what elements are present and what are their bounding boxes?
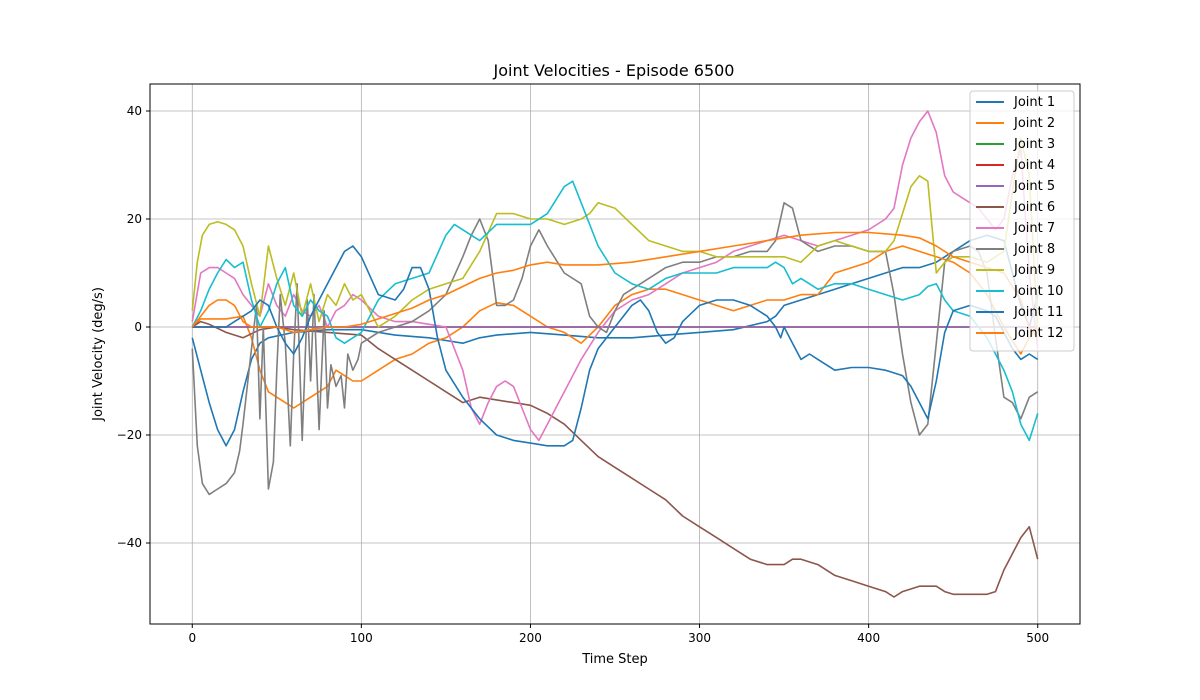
x-axis-label: Time Step [581, 652, 648, 667]
series-line-joint-6 [191, 320, 1039, 598]
y-tick-label: 20 [127, 212, 142, 226]
y-axis-label: Joint Velocity (deg/s) [91, 287, 106, 422]
legend-label: Joint 5 [1013, 179, 1055, 194]
legend-label: Joint 12 [1013, 326, 1063, 341]
legend-label: Joint 4 [1013, 158, 1055, 173]
legend-label: Joint 9 [1013, 263, 1055, 278]
y-tick-label: −40 [117, 536, 142, 550]
legend: Joint 1 Joint 2 Joint 3 Joint 4 Joint 5 Joint… [969, 90, 1075, 352]
series-line-joint-12 [191, 231, 1039, 339]
legend-label: Joint 7 [1013, 221, 1055, 236]
series-line-joint-9 [191, 137, 1039, 333]
chart-title: Joint Velocities - Episode 6500 [493, 61, 735, 80]
x-tick-label: 0 [188, 631, 196, 645]
legend-label: Joint 6 [1013, 200, 1055, 215]
series-lines [191, 110, 1039, 598]
y-tick-label: 0 [134, 320, 142, 334]
y-tick-label: 40 [127, 104, 142, 118]
x-axis-ticks: 0 100 200 300 400 500 [188, 624, 1049, 645]
x-tick-label: 300 [688, 631, 711, 645]
y-tick-label: −20 [117, 428, 142, 442]
plot-frame [149, 83, 1081, 625]
legend-label: Joint 3 [1013, 137, 1055, 152]
legend-box [969, 90, 1075, 352]
legend-label: Joint 8 [1013, 242, 1055, 257]
x-tick-label: 100 [350, 631, 373, 645]
plot-area [149, 83, 1081, 625]
legend-label: Joint 11 [1013, 305, 1063, 320]
legend-label: Joint 2 [1013, 116, 1055, 131]
series-line-joint-11 [192, 245, 1039, 447]
series-line-joint-10 [191, 180, 1039, 442]
x-tick-label: 400 [857, 631, 880, 645]
y-axis-ticks: −40 −20 0 20 40 [117, 104, 150, 550]
x-tick-label: 200 [519, 631, 542, 645]
legend-label: Joint 1 [1013, 95, 1055, 110]
x-tick-label: 500 [1026, 631, 1049, 645]
legend-label: Joint 10 [1013, 284, 1063, 299]
series-line-joint-8 [191, 202, 1039, 496]
